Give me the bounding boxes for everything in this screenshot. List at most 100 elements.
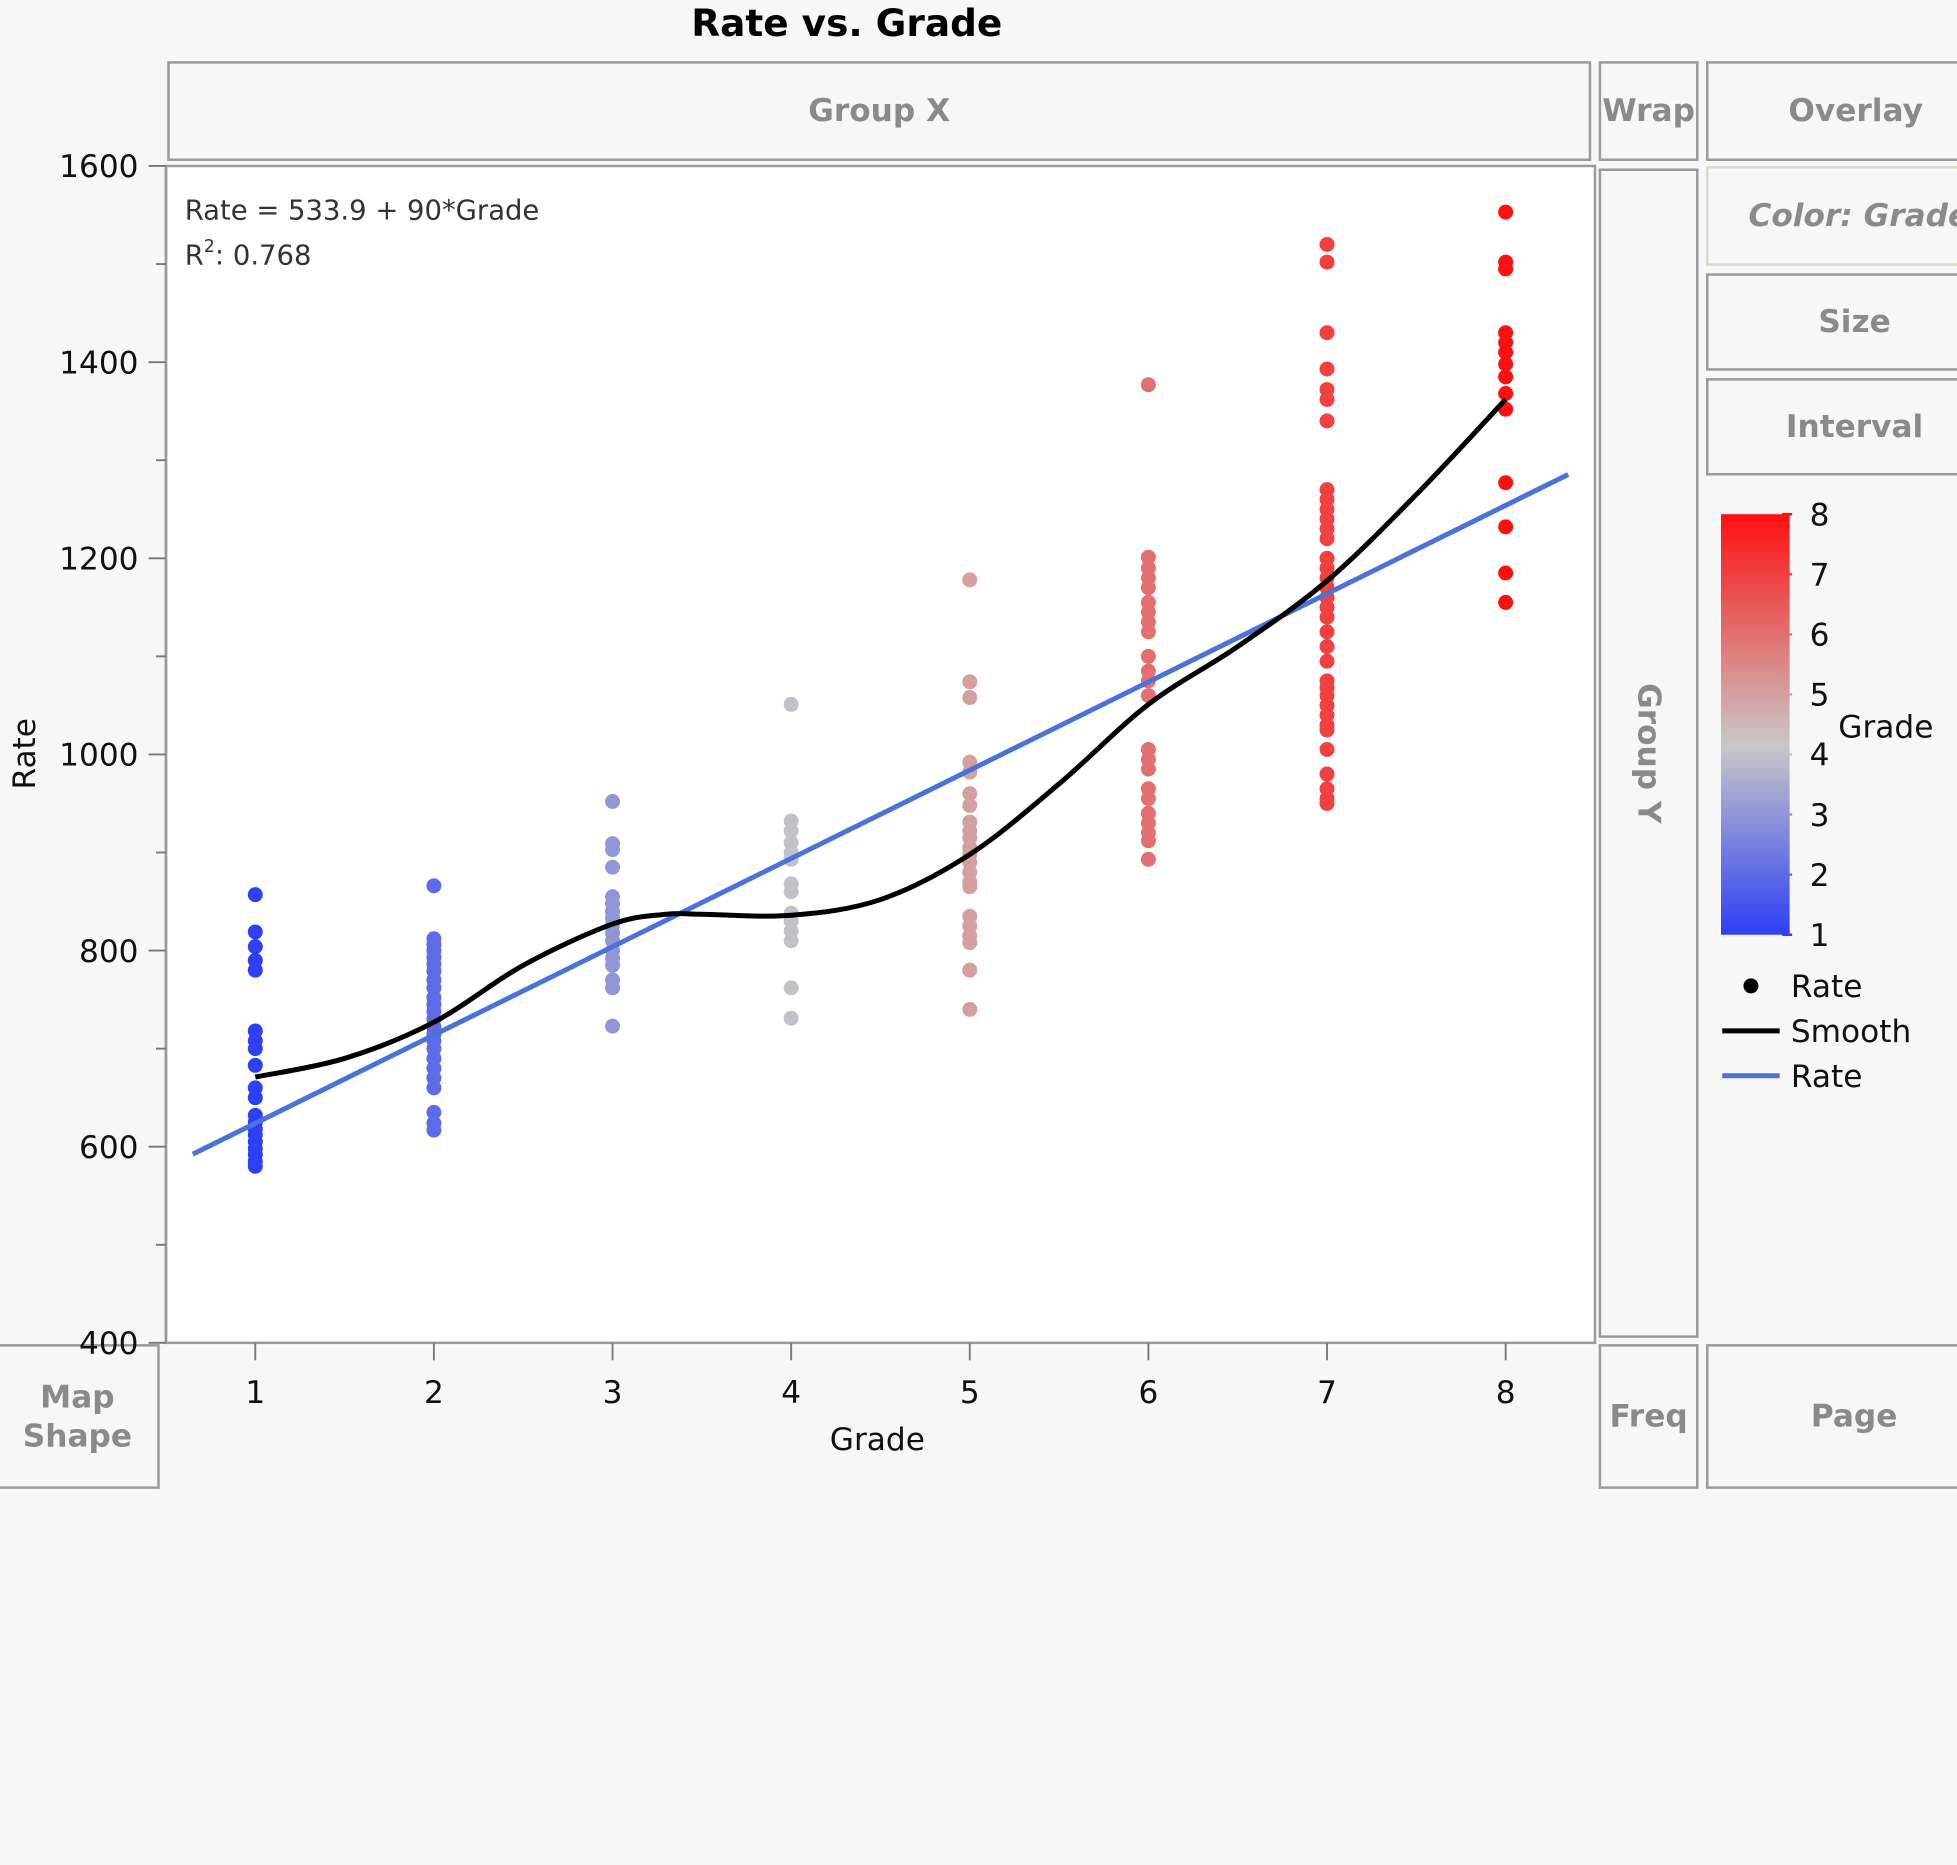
- data-point: [1498, 356, 1514, 372]
- y-tick-label: 1600: [59, 149, 138, 185]
- group-x-label: Group X: [808, 92, 951, 130]
- data-point: [1319, 722, 1335, 738]
- data-point: [1319, 742, 1335, 758]
- data-point: [605, 794, 621, 809]
- color-gradient-bar: [1720, 514, 1790, 935]
- color-scale-label: 3: [1810, 798, 1830, 834]
- x-tick-label: 8: [1496, 1375, 1516, 1411]
- color-scale-label: 5: [1810, 678, 1830, 714]
- data-point: [1319, 361, 1335, 377]
- data-point: [247, 887, 263, 903]
- data-point: [1319, 325, 1335, 341]
- data-point: [247, 1090, 263, 1106]
- data-point: [1319, 653, 1335, 669]
- x-tick-label: 7: [1317, 1375, 1337, 1411]
- x-tick-label: 6: [1138, 1375, 1158, 1411]
- color-legend: 1 2 3 4 5 6 7 8 Grade: [1720, 497, 1933, 954]
- x-tick-label: 5: [960, 1375, 980, 1411]
- plot-frame: [164, 164, 1597, 1345]
- data-point: [1319, 391, 1335, 407]
- fit-equation: Rate = 533.9 + 90*Grade: [185, 196, 540, 227]
- data-point: [962, 962, 978, 978]
- chart-title: Rate vs. Grade: [691, 2, 1003, 47]
- y-tick-label: 1000: [59, 738, 138, 774]
- data-point: [962, 572, 978, 588]
- x-axis: 1 2 3 4 5 6 7 8: [245, 1342, 1516, 1411]
- page-zone[interactable]: Page: [1706, 1344, 1957, 1489]
- data-point: [783, 823, 799, 839]
- data-point: [1319, 413, 1335, 429]
- x-axis-title: Grade: [830, 1422, 925, 1458]
- data-point: [962, 879, 978, 895]
- size-label: Size: [1818, 303, 1891, 340]
- wrap-zone[interactable]: Wrap: [1598, 61, 1699, 161]
- r-squared-value: : 0.768: [215, 241, 312, 272]
- data-point: [1498, 204, 1514, 220]
- data-point: [1319, 531, 1335, 547]
- overlay-zone[interactable]: Overlay: [1706, 61, 1957, 161]
- data-point: [426, 878, 442, 894]
- plot-content: [191, 204, 1570, 1174]
- data-point: [1498, 565, 1514, 581]
- legend-label: Rate: [1791, 969, 1863, 1005]
- data-point: [1319, 639, 1335, 655]
- y-tick-label: 600: [79, 1130, 139, 1166]
- data-point: [1498, 386, 1514, 401]
- interval-zone[interactable]: Interval: [1706, 378, 1957, 476]
- x-tick-label: 3: [603, 1375, 623, 1411]
- size-zone[interactable]: Size: [1706, 273, 1957, 371]
- data-point: [1319, 236, 1335, 252]
- y-tick-label: 1400: [59, 345, 138, 381]
- color-legend-title: Grade: [1838, 710, 1933, 746]
- data-point: [1319, 609, 1335, 625]
- data-point: [605, 980, 621, 996]
- data-point: [1498, 344, 1514, 360]
- freq-zone[interactable]: Freq: [1598, 1344, 1699, 1489]
- color-scale-label: 6: [1810, 618, 1830, 654]
- data-point: [605, 842, 621, 858]
- group-x-zone[interactable]: Group X: [167, 61, 1592, 161]
- data-point: [783, 696, 799, 712]
- shape-label: Shape: [22, 1417, 132, 1454]
- r-squared-sup: 2: [204, 237, 215, 257]
- color-scale-label: 2: [1810, 858, 1830, 894]
- data-point: [1319, 795, 1335, 811]
- data-point: [1498, 519, 1514, 535]
- color-scale-ticks: 1 2 3 4 5 6 7 8: [1782, 497, 1829, 954]
- color-label: Color: Grade: [1748, 197, 1957, 234]
- data-point: [1319, 766, 1335, 782]
- data-point: [783, 1010, 799, 1026]
- data-point: [962, 674, 978, 690]
- overlay-label: Overlay: [1788, 92, 1923, 130]
- data-point: [1498, 261, 1514, 277]
- color-scale-label: 1: [1810, 918, 1830, 954]
- y-axis-title: Rate: [7, 718, 43, 790]
- fit-line: [191, 472, 1570, 1157]
- data-point: [783, 933, 799, 949]
- y-axis: 400 600 800 1000 1200 1400 1600: [59, 149, 168, 1362]
- color-scale-label: 8: [1810, 497, 1830, 533]
- wrap-label: Wrap: [1602, 92, 1695, 130]
- smooth-curve: [254, 397, 1508, 1080]
- legend: Rate Smooth Rate: [1722, 969, 1911, 1095]
- y-tick-label: 1200: [59, 542, 138, 578]
- color-zone[interactable]: Color: Grade: [1706, 165, 1957, 266]
- data-point: [1498, 369, 1514, 385]
- data-point: [247, 924, 263, 940]
- data-point: [962, 786, 978, 802]
- x-tick-label: 4: [781, 1375, 801, 1411]
- legend-dot-symbol: [1743, 978, 1759, 994]
- map-shape-zone[interactable]: Map Shape: [0, 1344, 160, 1489]
- group-y-zone[interactable]: Group Y: [1598, 168, 1699, 1338]
- data-point: [783, 884, 799, 900]
- data-point: [1140, 377, 1156, 393]
- y-tick-label: 400: [79, 1326, 139, 1362]
- color-scale-label: 4: [1810, 738, 1830, 774]
- interval-label: Interval: [1785, 408, 1924, 445]
- r-squared-r: R: [185, 241, 204, 272]
- x-tick-label: 2: [424, 1375, 444, 1411]
- data-point: [247, 939, 263, 955]
- data-point: [1140, 851, 1156, 867]
- data-point: [1498, 475, 1514, 491]
